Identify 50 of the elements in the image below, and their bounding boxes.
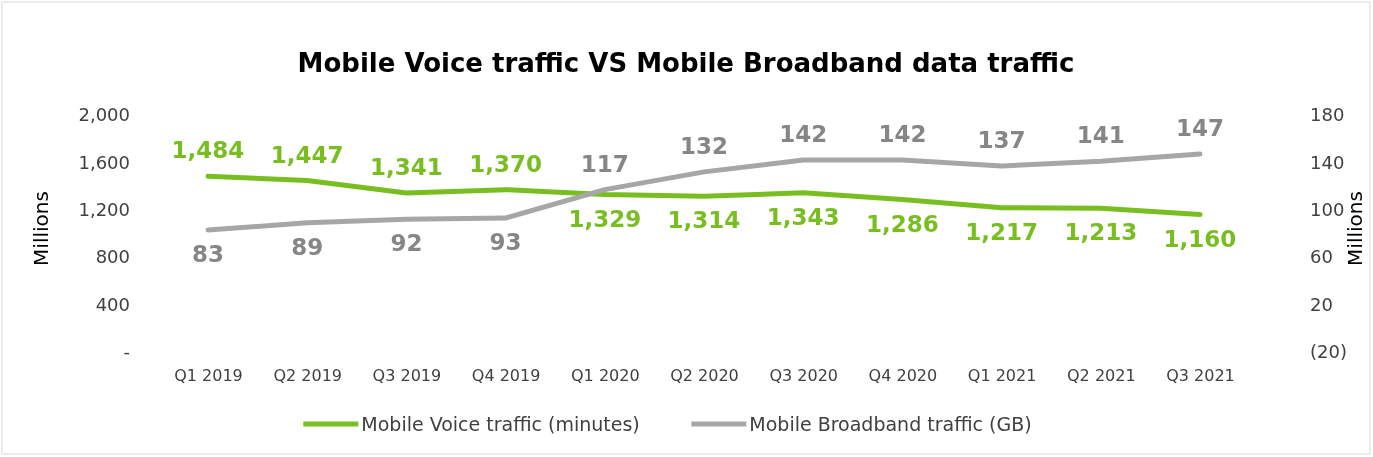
x-tick-label: Q2 2019 <box>273 366 342 386</box>
data-label: 83 <box>191 240 225 267</box>
x-tick-label: Q2 2021 <box>1067 366 1136 386</box>
data-label: 1,329 <box>568 205 642 232</box>
y-tick-label: 400 <box>95 293 130 315</box>
data-label: 117 <box>580 150 629 177</box>
y2-tick-label: (20) <box>1310 341 1347 363</box>
data-label: 142 <box>878 121 927 148</box>
legend-label: Mobile Broadband traffic (GB) <box>749 413 1032 435</box>
y2-tick-label: 140 <box>1310 151 1345 173</box>
y-tick-label: 1,600 <box>78 151 130 173</box>
y2-tick-label: 60 <box>1310 246 1333 268</box>
data-label: 1,217 <box>965 218 1038 245</box>
data-label: 132 <box>679 132 729 159</box>
data-label: 1,370 <box>469 150 542 177</box>
y2-tick-label: 20 <box>1310 293 1333 315</box>
y2-axis-title: Millions <box>1343 191 1367 266</box>
data-label: 1,484 <box>171 137 245 164</box>
x-tick-label: Q3 2021 <box>1166 366 1235 386</box>
data-label: 1,286 <box>866 210 939 237</box>
y-tick-label: 1,200 <box>78 199 130 221</box>
x-tick-label: Q3 2019 <box>372 366 442 386</box>
x-tick-label: Q4 2020 <box>868 366 938 386</box>
data-label: 147 <box>1175 115 1225 142</box>
data-label: 89 <box>291 233 324 260</box>
x-tick-label: Q2 2020 <box>670 366 739 386</box>
y-tick-label: 2,000 <box>78 104 130 126</box>
y-axis-title: Millions <box>29 191 53 266</box>
chart-title: Mobile Voice traffic VS Mobile Broadband data traffic <box>297 48 1075 78</box>
data-label: 1,341 <box>370 154 443 181</box>
y-tick-label: 800 <box>95 246 130 268</box>
data-label: 142 <box>779 121 828 148</box>
data-label: 92 <box>390 230 423 257</box>
data-label: 1,314 <box>667 207 741 234</box>
x-tick-label: Q1 2020 <box>571 366 640 386</box>
data-label: 141 <box>1076 122 1125 149</box>
legend-label: Mobile Voice traffic (minutes) <box>361 413 640 435</box>
y2-tick-label: 100 <box>1310 199 1345 221</box>
data-label: 1,160 <box>1163 225 1237 252</box>
x-tick-label: Q3 2020 <box>769 366 838 386</box>
data-label: 1,343 <box>766 203 840 230</box>
x-tick-label: Q1 2019 <box>174 366 243 386</box>
x-tick-label: Q1 2021 <box>967 366 1037 386</box>
y-tick-label: - <box>123 341 130 363</box>
data-label: 137 <box>977 126 1026 153</box>
data-label: 1,213 <box>1064 219 1138 246</box>
data-label: 1,447 <box>270 141 344 168</box>
data-label: 93 <box>489 229 522 256</box>
y2-tick-label: 180 <box>1310 104 1345 126</box>
x-tick-label: Q4 2019 <box>471 366 541 386</box>
